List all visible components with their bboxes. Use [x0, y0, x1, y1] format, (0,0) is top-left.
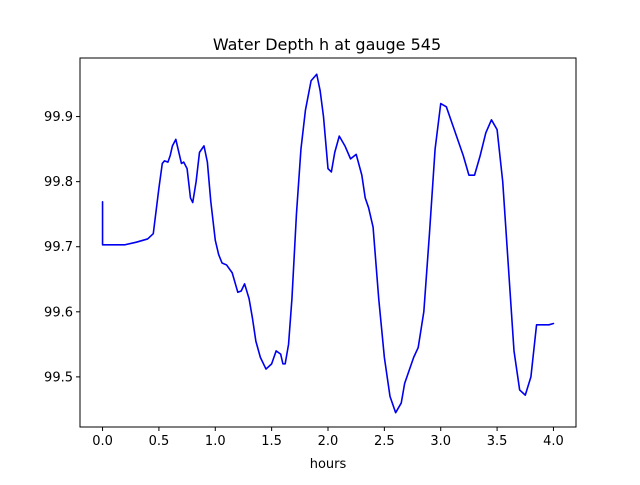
plot-area — [101, 73, 555, 414]
y-tick-label: 99.8 — [44, 175, 73, 190]
y-axis-ticks: 99.5 99.6 99.7 99.8 99.9 — [44, 110, 80, 385]
x-axis-ticks: 0.0 0.5 1.0 1.5 2.0 2.5 3.0 3.5 4.0 — [92, 427, 564, 449]
x-tick-label: 2.5 — [374, 434, 395, 449]
x-tick-label: 3.0 — [430, 434, 451, 449]
y-tick-label: 99.7 — [44, 240, 73, 255]
series-line-0 — [101, 73, 555, 414]
chart-title: Water Depth h at gauge 545 — [213, 35, 441, 54]
y-tick-label: 99.6 — [44, 305, 73, 320]
x-tick-label: 1.0 — [205, 434, 226, 449]
x-tick-label: 2.0 — [318, 434, 339, 449]
x-tick-label: 4.0 — [543, 434, 564, 449]
x-tick-label: 3.5 — [487, 434, 508, 449]
y-tick-label: 99.9 — [44, 110, 73, 125]
x-tick-label: 0.0 — [92, 434, 113, 449]
y-tick-label: 99.5 — [44, 370, 73, 385]
x-axis-label: hours — [310, 457, 347, 472]
x-tick-label: 0.5 — [149, 434, 170, 449]
x-tick-label: 1.5 — [261, 434, 282, 449]
